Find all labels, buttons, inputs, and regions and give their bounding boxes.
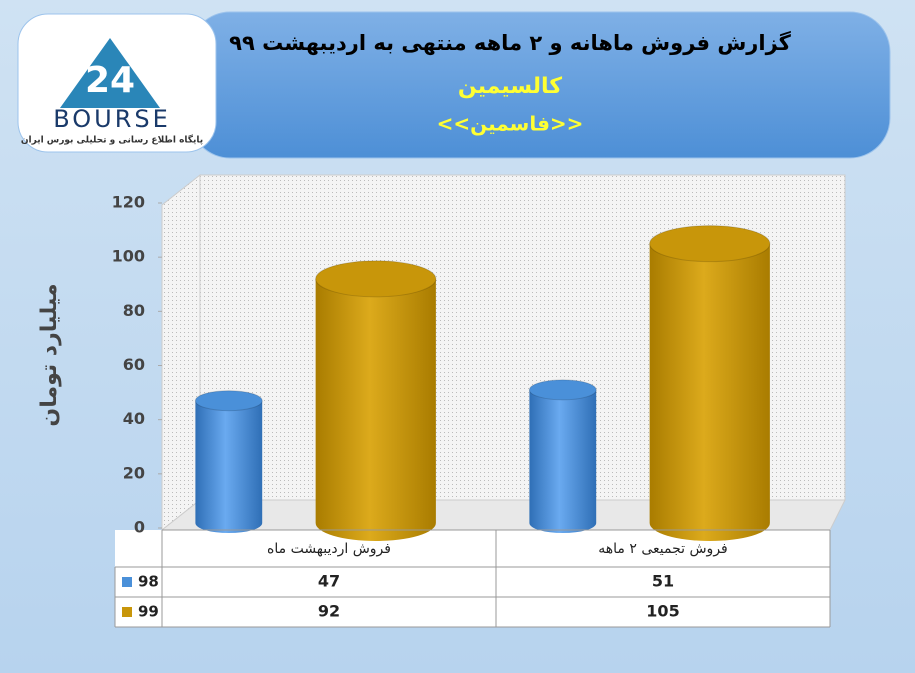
bar	[195, 400, 263, 533]
legend-label: 99	[138, 603, 159, 621]
bar	[315, 278, 436, 541]
logo-shape	[60, 38, 160, 108]
bar	[529, 389, 597, 533]
table-value: 51	[652, 572, 674, 591]
y-tick-label: 0	[134, 518, 145, 537]
chart-title: گزارش فروش ماهانه و ۲ ماهه منتهی به اردی…	[229, 30, 792, 55]
chart-subtitle: <<فاسمین>>	[437, 112, 584, 136]
y-tick-label: 60	[123, 355, 145, 374]
logo-name: BOURSE	[53, 105, 171, 133]
bar-top	[528, 379, 597, 401]
legend-swatch	[122, 607, 132, 617]
table-value: 92	[318, 602, 340, 621]
bar-top	[649, 225, 771, 263]
x-tick-label: فروش اردیبهشت ماه	[267, 541, 391, 557]
bar-top	[315, 260, 437, 298]
y-tick-label: 100	[112, 247, 145, 266]
side-wall	[161, 173, 201, 532]
logo-tagline: پایگاه اطلاع رسانی و تحلیلی بورس ایران	[21, 134, 203, 146]
bar	[649, 243, 770, 541]
y-axis-label: میلیارد تومان	[37, 283, 62, 426]
legend-swatch	[122, 577, 132, 587]
x-tick-label: فروش تجمیعی ۲ ماهه	[598, 541, 727, 557]
y-tick-label: 80	[123, 301, 145, 320]
table-value: 47	[318, 572, 340, 591]
table-value: 105	[646, 602, 679, 621]
bar-top	[194, 390, 263, 412]
table-bg	[115, 530, 830, 627]
y-tick-label: 120	[112, 193, 145, 212]
y-tick-label: 20	[123, 463, 145, 482]
legend-label: 98	[138, 573, 159, 591]
data-table	[115, 530, 830, 627]
y-tick-label: 40	[123, 409, 145, 428]
chart-subtitle: کالسیمین	[458, 74, 562, 99]
logo-number: 24	[85, 60, 135, 101]
